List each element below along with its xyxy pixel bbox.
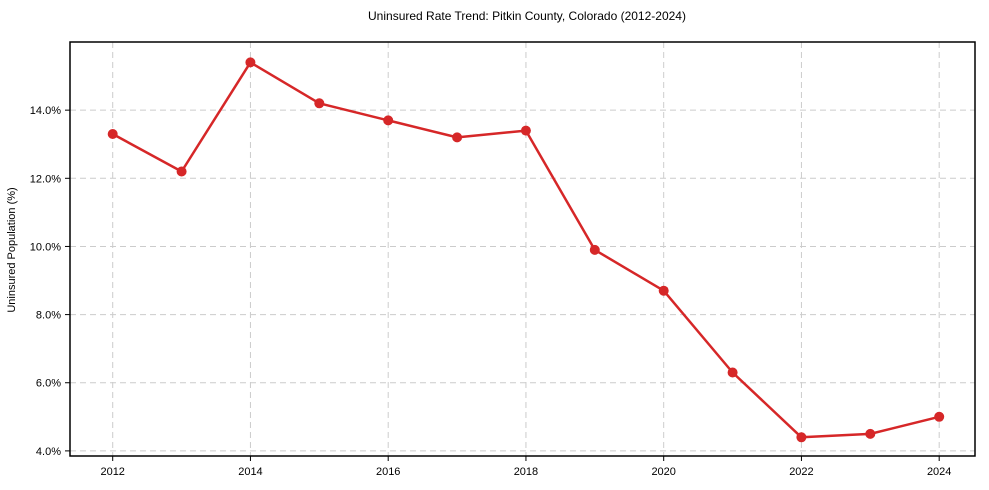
data-point xyxy=(589,244,600,255)
x-tick-label: 2018 xyxy=(514,466,538,478)
data-point xyxy=(520,125,531,136)
data-point xyxy=(658,285,669,296)
x-tick-label: 2022 xyxy=(789,466,813,478)
y-axis-label: Uninsured Population (%) xyxy=(6,187,18,312)
y-tick-label: 10.0% xyxy=(30,241,61,253)
data-point xyxy=(245,57,256,68)
data-point xyxy=(934,411,945,422)
data-series-layer xyxy=(107,57,945,443)
axes-layer: 4.0% 6.0% 8.0% 10.0% 12.0% 14.0% 2012 2014 2016 2… xyxy=(30,41,976,478)
x-tick-label: 2024 xyxy=(927,466,951,478)
y-tick-label: 12.0% xyxy=(30,173,61,185)
chart-title: Uninsured Rate Trend: Pitkin County, Col… xyxy=(368,9,686,23)
trend-line xyxy=(111,61,941,439)
data-point xyxy=(865,428,876,439)
y-tick-label: 14.0% xyxy=(30,105,61,117)
data-point xyxy=(107,129,118,139)
data-point xyxy=(383,115,394,126)
x-tick-label: 2016 xyxy=(376,466,400,478)
x-tick-label: 2012 xyxy=(100,466,124,478)
y-tick-label: 6.0% xyxy=(36,378,61,390)
grid-layer xyxy=(70,42,975,456)
data-point xyxy=(314,98,325,109)
data-point xyxy=(452,132,463,143)
x-tick-label: 2020 xyxy=(651,466,675,478)
y-tick-label: 8.0% xyxy=(36,310,61,322)
x-tick-label: 2014 xyxy=(238,466,262,478)
plot-frame xyxy=(69,41,976,457)
data-point xyxy=(796,432,807,443)
y-tick-label: 4.0% xyxy=(36,446,61,458)
data-point xyxy=(176,166,187,177)
data-point xyxy=(727,367,738,378)
